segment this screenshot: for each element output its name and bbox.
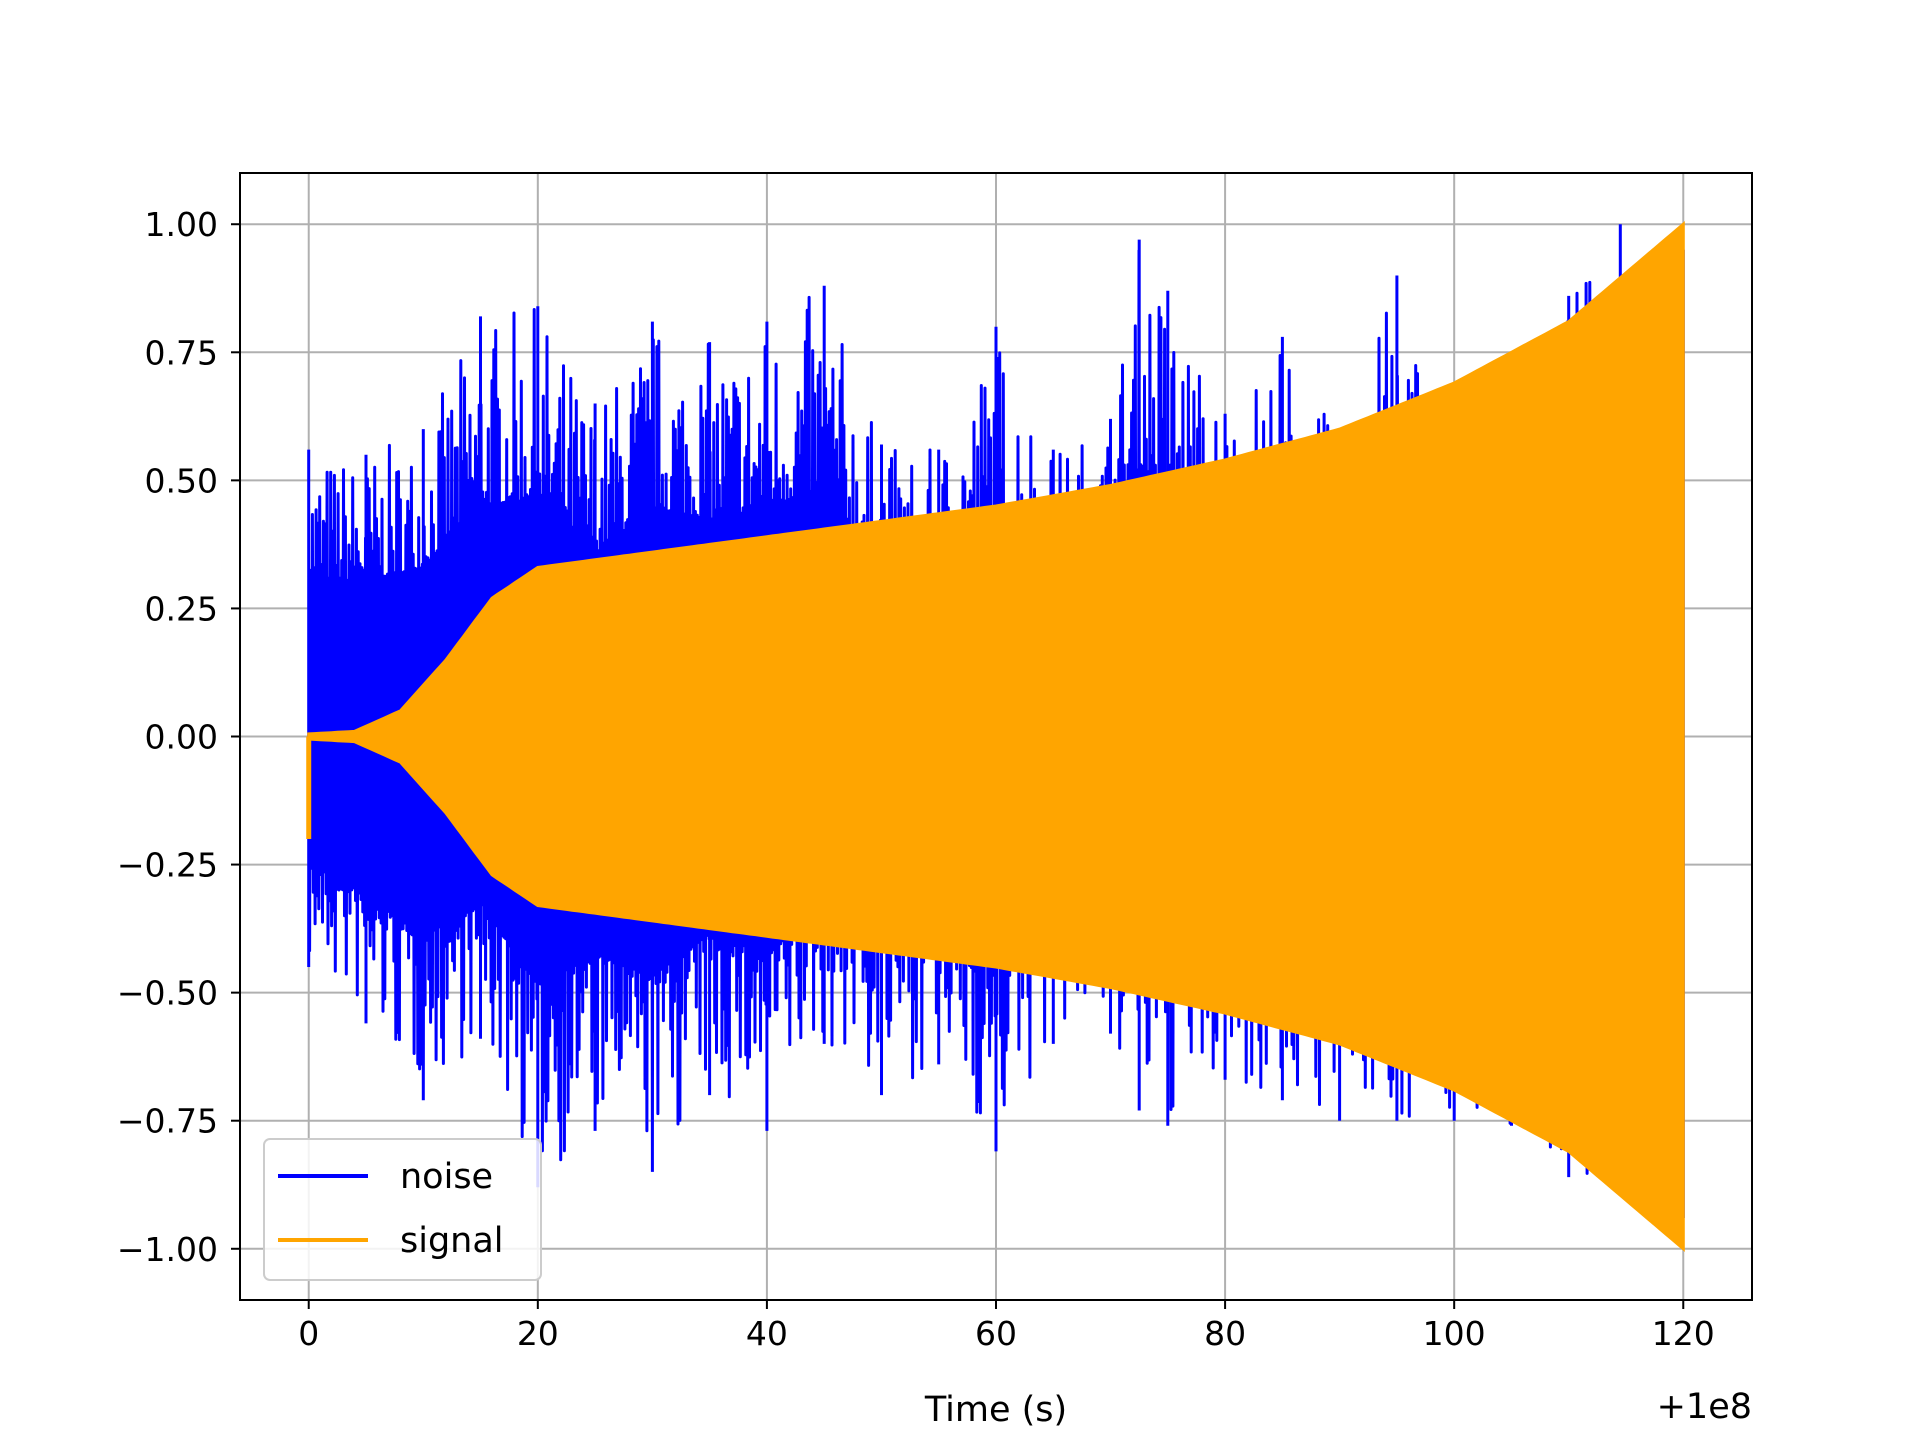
x-tick-label-1: 20 [517,1314,559,1353]
series-layer [306,220,1685,1253]
y-tick-label-6: −0.50 [117,974,218,1013]
series-signal-area [307,220,1685,1253]
x-tick-label-5: 100 [1423,1314,1486,1353]
x-tick-label-2: 40 [746,1314,788,1353]
y-tick-label-3: 0.25 [145,589,218,628]
y-tick-label-5: −0.25 [117,846,218,885]
x-tick-label-0: 0 [298,1314,319,1353]
y-tick-label-0: 1.00 [145,205,218,244]
x-tick-label-3: 60 [975,1314,1017,1353]
y-tick-label-7: −0.75 [117,1102,218,1141]
y-tick-label-2: 0.50 [145,461,218,500]
x-axis-title: Time (s) [924,1390,1067,1430]
y-tick-label-8: −1.00 [117,1230,218,1269]
y-tick-label-4: 0.00 [145,718,218,757]
legend: noise signal [263,1138,542,1281]
legend-signal-label: signal [400,1221,504,1261]
x-tick-label-6: 120 [1652,1314,1715,1353]
legend-noise-label: noise [400,1157,493,1197]
x-tick-label-4: 80 [1204,1314,1246,1353]
x-offset-label: +1e8 [1657,1387,1752,1427]
y-tick-label-1: 0.75 [145,333,218,372]
axis-ticks: 0 20 40 60 80 100 120 1.00 0.75 0.50 0.25 0.00 −0.25… [117,205,1715,1353]
